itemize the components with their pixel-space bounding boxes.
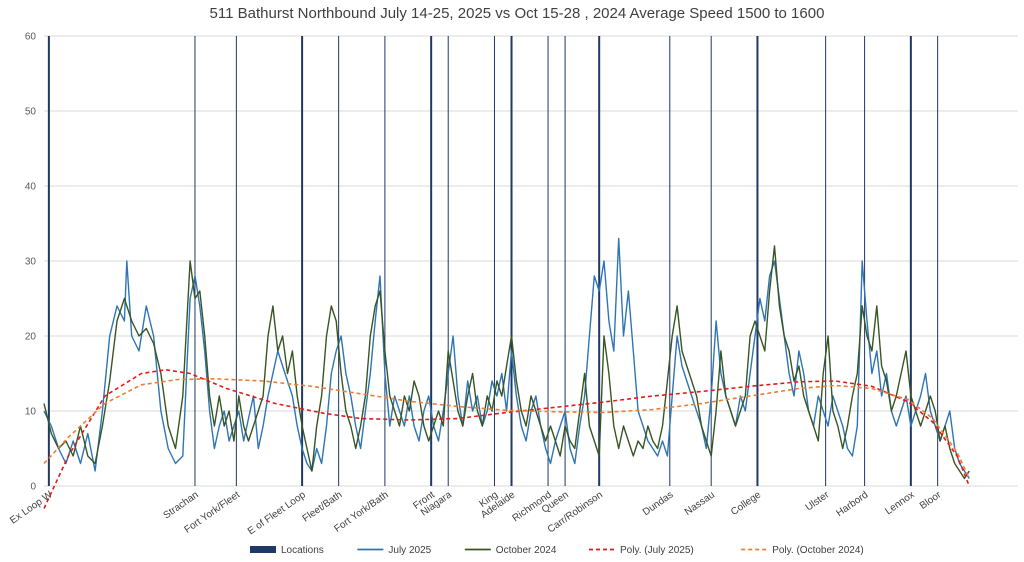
series-lines xyxy=(43,237,971,509)
legend-label: July 2025 xyxy=(388,545,431,556)
legend-item-poly-october-2024: Poly. (October 2024) xyxy=(741,545,864,556)
y-tick-50: 50 xyxy=(25,107,37,118)
location-label: Ex Loop W xyxy=(8,489,55,526)
series-july-2025 xyxy=(43,237,970,479)
legend-label: October 2024 xyxy=(496,545,557,556)
y-tick-10: 10 xyxy=(25,407,37,418)
y-tick-labels: 0 10 20 30 40 50 60 xyxy=(25,32,37,493)
legend-item-october-2024: October 2024 xyxy=(464,545,557,556)
location-label: Fleet/Bath xyxy=(301,489,345,524)
legend-item-july-2025: July 2025 xyxy=(357,545,432,556)
location-label: Ulster xyxy=(804,489,832,513)
location-label: College xyxy=(729,489,763,518)
legend-swatch xyxy=(250,546,276,553)
gridlines xyxy=(44,35,1018,487)
y-tick-20: 20 xyxy=(25,332,37,343)
location-label: E of Fleet Loop xyxy=(246,489,308,537)
legend-label: Poly. (October 2024) xyxy=(772,545,864,556)
location-label: Bloor xyxy=(918,489,944,512)
chart-title: 511 Bathurst Northbound July 14-25, 2025… xyxy=(210,5,825,22)
series-october-2024 xyxy=(43,245,970,480)
legend: Locations July 2025 October 2024 Poly. (Jul… xyxy=(250,545,864,556)
legend-label: Poly. (July 2025) xyxy=(620,545,694,556)
y-tick-40: 40 xyxy=(25,182,37,193)
location-label: Dundas xyxy=(641,489,676,518)
y-tick-60: 60 xyxy=(25,32,37,43)
location-label: Strachan xyxy=(162,489,201,521)
location-label: Lennox xyxy=(883,489,916,517)
location-label: Nassau xyxy=(683,489,717,517)
legend-label: Locations xyxy=(281,545,324,556)
legend-item-poly-july-2025: Poly. (July 2025) xyxy=(589,545,694,556)
y-tick-0: 0 xyxy=(30,482,36,493)
series-poly-july-2025 xyxy=(43,368,971,509)
y-tick-30: 30 xyxy=(25,257,37,268)
location-label: Harbord xyxy=(834,489,870,519)
series-poly-october-2024 xyxy=(43,377,971,479)
legend-item-locations: Locations xyxy=(250,545,324,556)
